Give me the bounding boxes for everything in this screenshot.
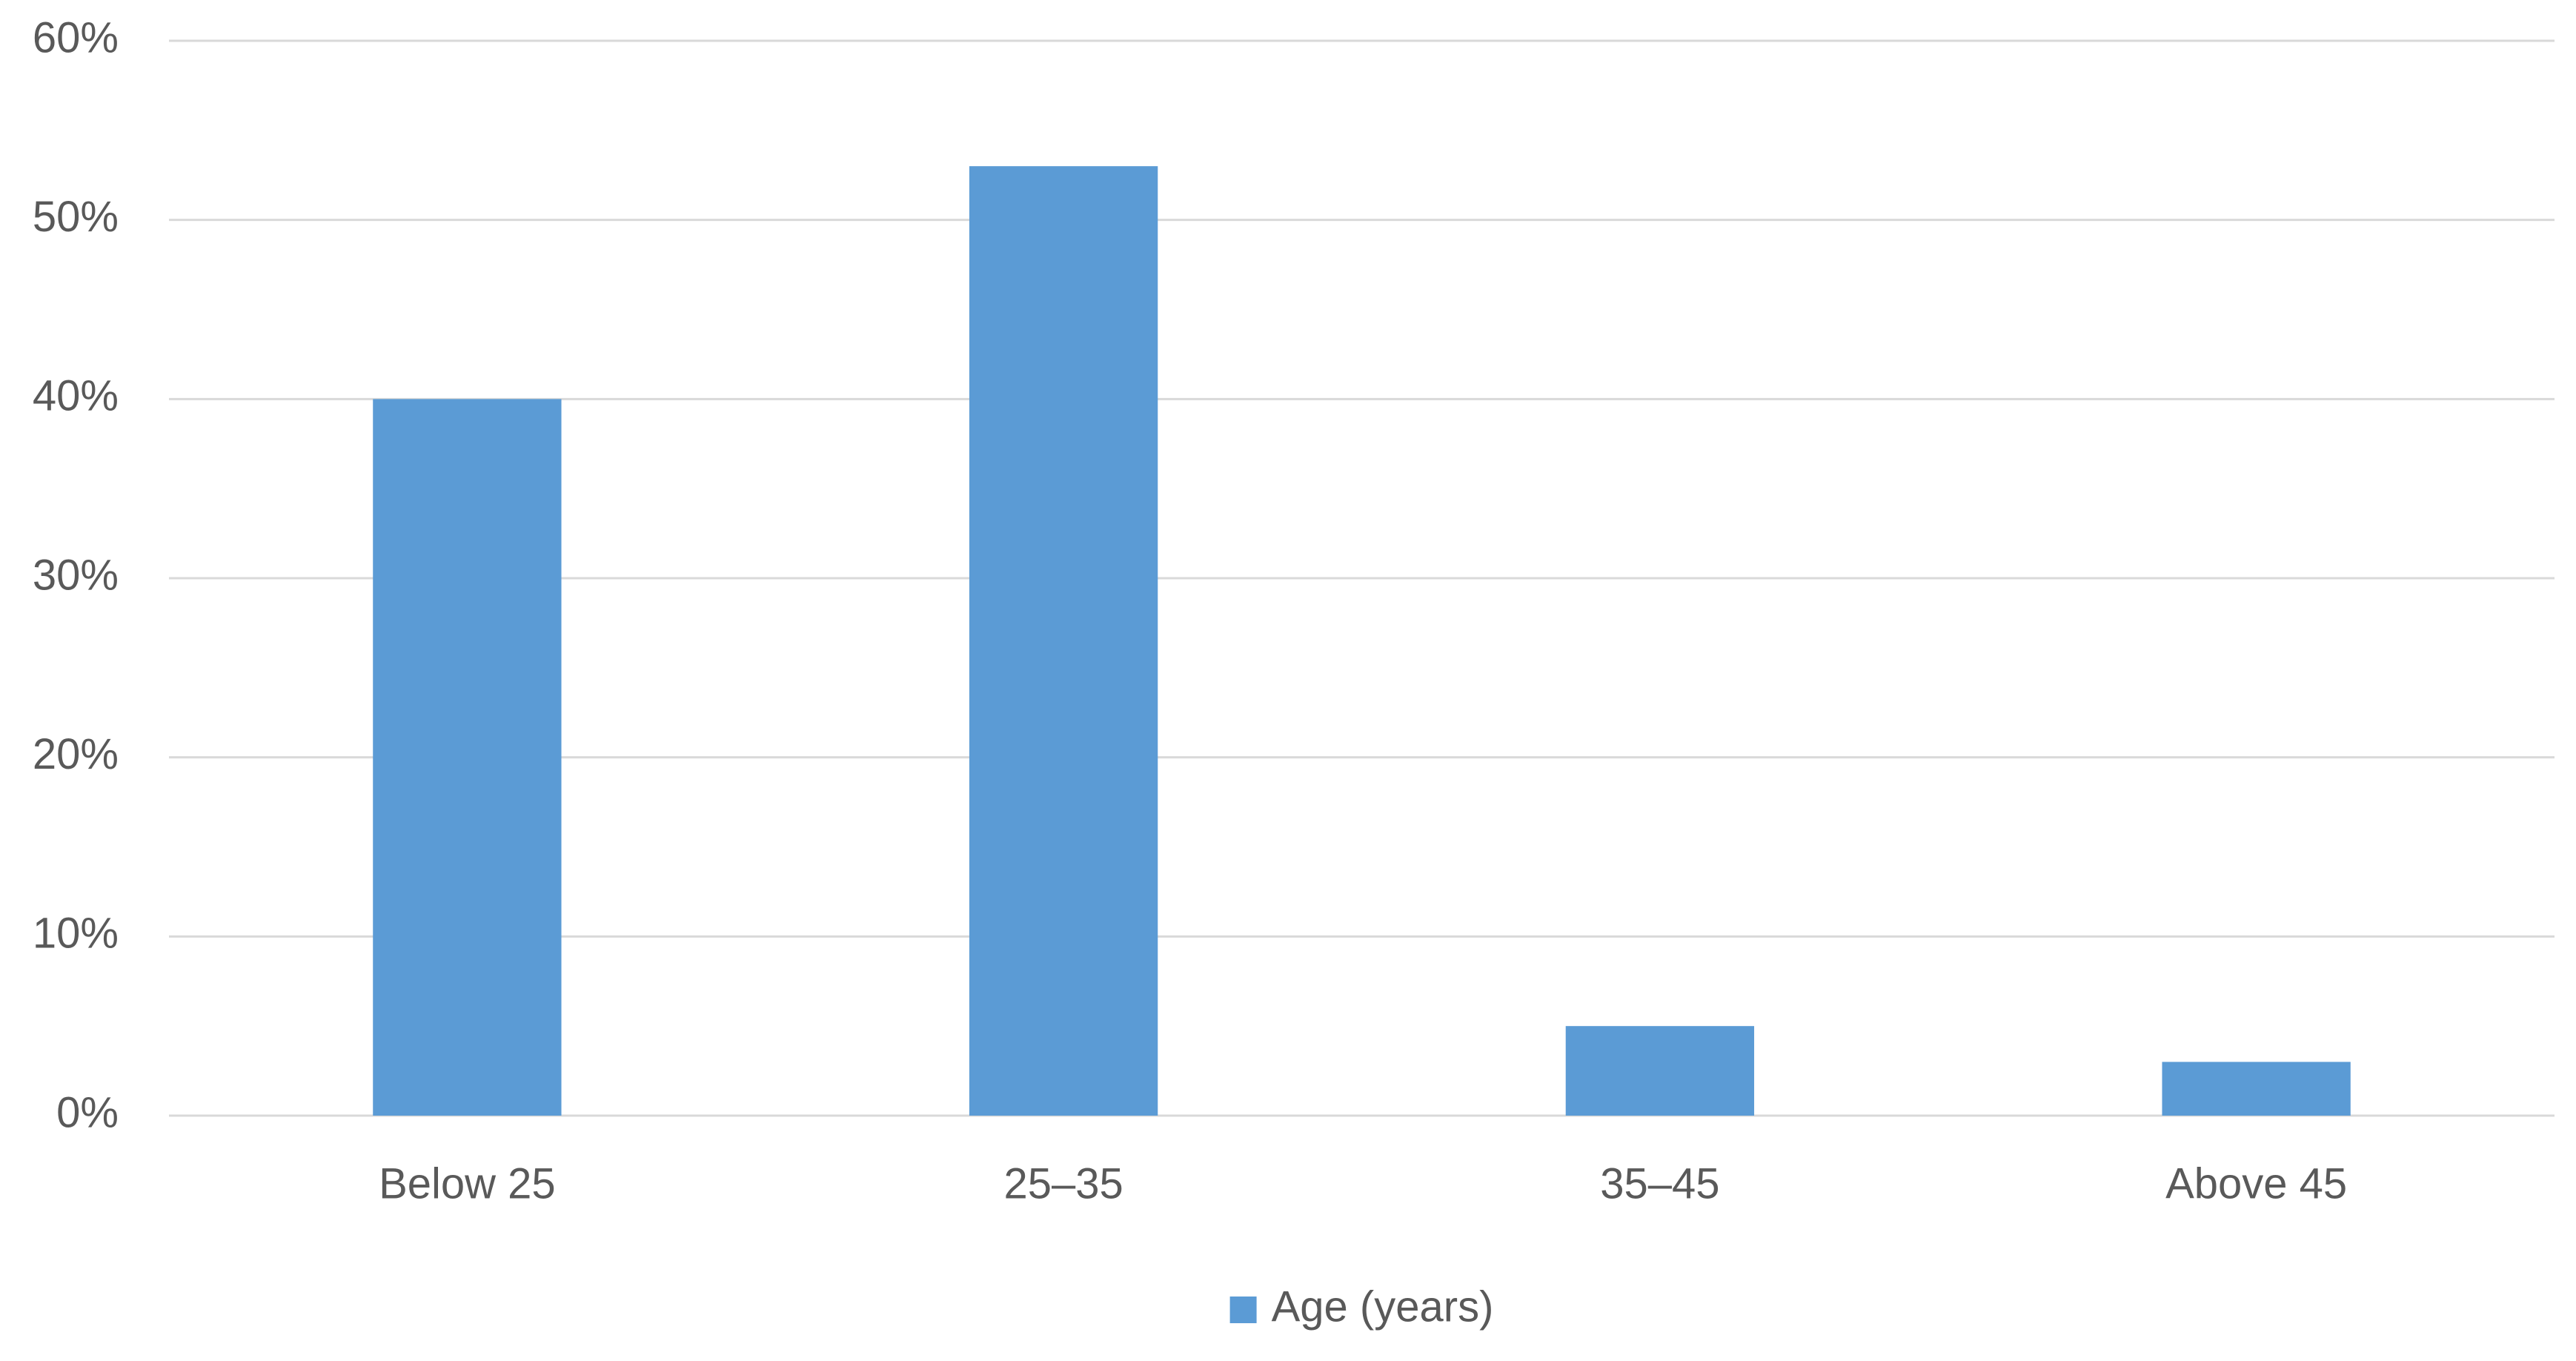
x-tick-label: Below 25: [379, 1159, 556, 1208]
y-tick-label: 10%: [33, 910, 119, 958]
y-tick-label: 60%: [33, 13, 119, 62]
y-tick-label: 40%: [33, 372, 119, 420]
bar: [969, 166, 1158, 1116]
y-tick-label: 50%: [33, 193, 119, 241]
y-tick-label: 20%: [33, 730, 119, 778]
bar: [373, 399, 562, 1116]
x-tick-label: Above 45: [2165, 1159, 2347, 1208]
bar: [1565, 1026, 1755, 1116]
bar: [2162, 1062, 2351, 1116]
y-tick-label: 30%: [33, 551, 119, 599]
legend-label: Age (years): [1272, 1282, 1494, 1331]
y-tick-label: 0%: [56, 1088, 119, 1136]
x-tick-label: 25–35: [1003, 1159, 1123, 1208]
x-tick-label: 35–45: [1600, 1159, 1719, 1208]
legend-swatch: [1229, 1297, 1257, 1323]
